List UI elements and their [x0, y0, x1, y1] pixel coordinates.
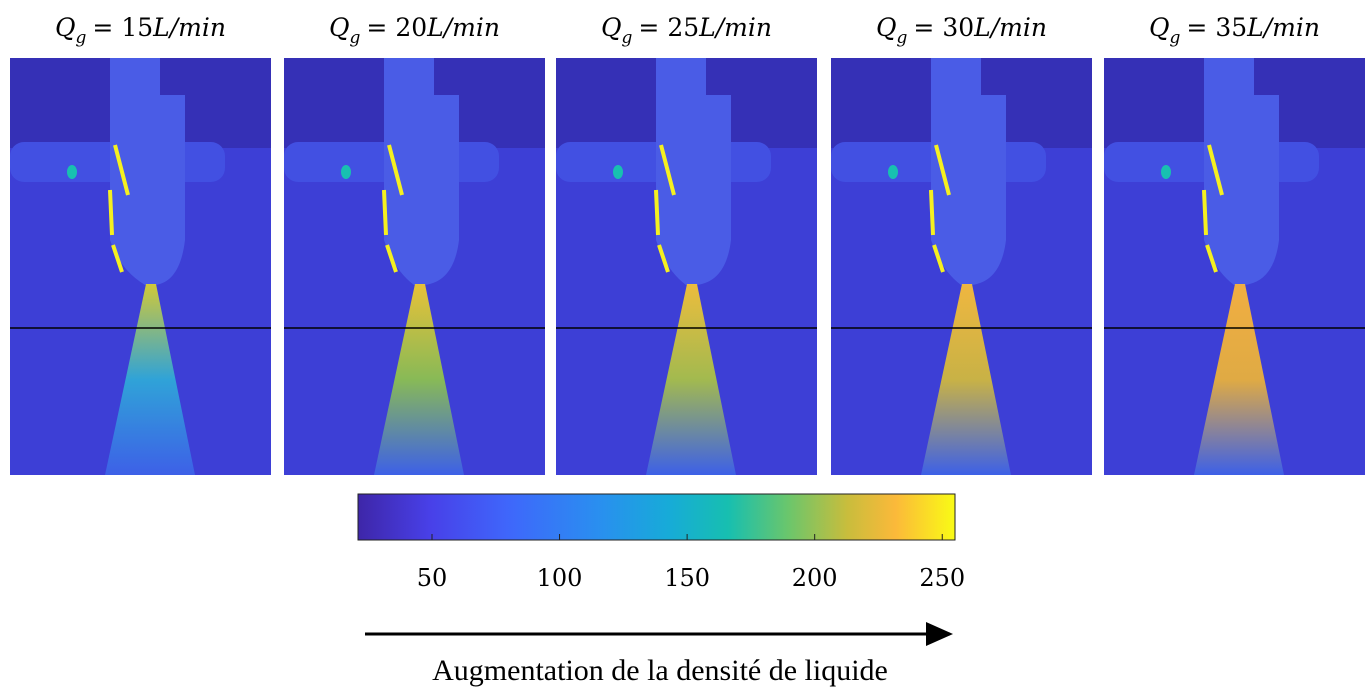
colorbar-tick-label: 100 — [537, 564, 583, 592]
colorbar-tick-label: 250 — [919, 564, 965, 592]
unit: L/min — [426, 13, 500, 42]
nozzle — [931, 58, 1006, 285]
droplet — [341, 165, 351, 179]
spray — [374, 284, 464, 475]
relation: = 20 — [366, 13, 427, 42]
unit: L/min — [152, 13, 226, 42]
droplet — [613, 165, 623, 179]
relation: = 35 — [1186, 13, 1247, 42]
symbol: Q — [601, 13, 622, 42]
caption: Augmentation de la densité de liquide — [432, 654, 888, 687]
panel-title: Qg = 15L/min — [55, 13, 226, 48]
colorbar — [357, 493, 956, 541]
streak — [108, 144, 130, 273]
streak — [382, 144, 404, 273]
unit: L/min — [1246, 13, 1320, 42]
nozzle — [384, 58, 459, 285]
streak — [929, 144, 951, 273]
nozzle — [1204, 58, 1279, 285]
subscript: g — [622, 28, 633, 48]
relation: = 25 — [638, 13, 699, 42]
panel-title: Qg = 25L/min — [601, 13, 772, 48]
relation: = 15 — [92, 13, 153, 42]
droplet — [1161, 165, 1171, 179]
spray — [1194, 284, 1284, 475]
panel-title: Qg = 35L/min — [1149, 13, 1320, 48]
relation: = 30 — [913, 13, 974, 42]
symbol: Q — [329, 13, 350, 42]
colorbar-tick-label: 200 — [792, 564, 838, 592]
colorbar-tick-label: 50 — [417, 564, 448, 592]
unit: L/min — [973, 13, 1047, 42]
panels: Qg = 15L/min Qg = 20L/min Qg = 25L/min Qg = 30L… — [10, 13, 1365, 475]
streak — [1202, 144, 1224, 273]
nozzle — [110, 58, 185, 285]
panel-title: Qg = 20L/min — [329, 13, 500, 48]
symbol: Q — [55, 13, 76, 42]
nozzle — [656, 58, 731, 285]
symbol: Q — [1149, 13, 1170, 42]
colorbar-tick-label: 150 — [664, 564, 710, 592]
spray — [646, 284, 736, 475]
subscript: g — [1170, 28, 1181, 48]
unit: L/min — [698, 13, 772, 42]
spray — [921, 284, 1011, 475]
droplet — [888, 165, 898, 179]
symbol: Q — [876, 13, 897, 42]
panel-title: Qg = 30L/min — [876, 13, 1047, 48]
colorbar-ticks: 50 100 150 200 250 — [417, 534, 965, 592]
subscript: g — [76, 28, 87, 48]
droplet — [67, 165, 77, 179]
subscript: g — [897, 28, 908, 48]
streak — [654, 144, 676, 273]
subscript: g — [350, 28, 361, 48]
spray — [105, 284, 195, 475]
